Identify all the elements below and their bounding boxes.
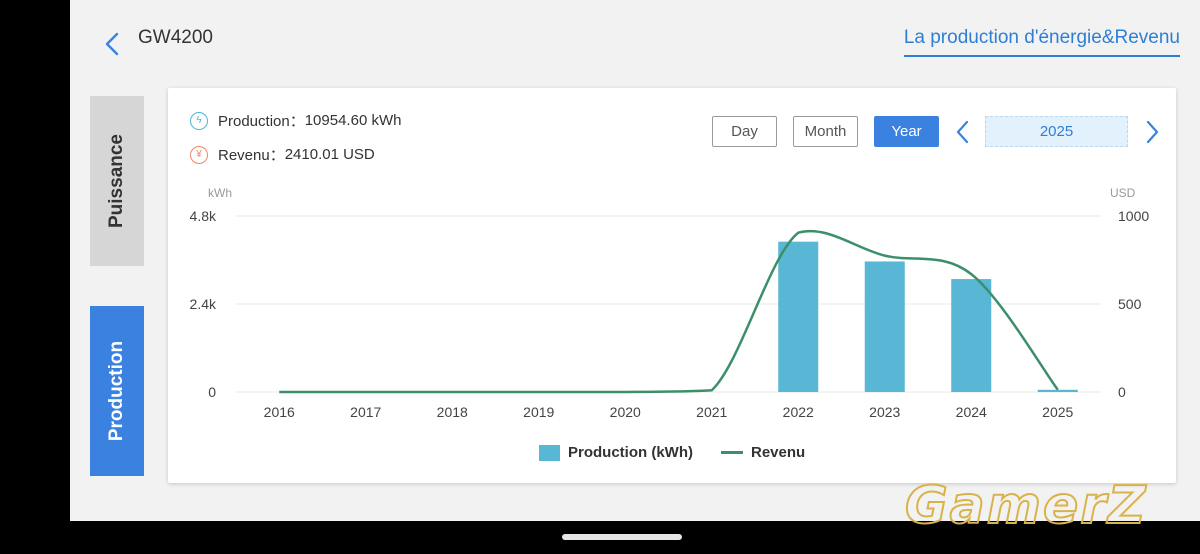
- period-year-button[interactable]: Year: [874, 116, 939, 147]
- revenue-stat-label: Revenu：: [218, 147, 285, 164]
- production-bar: [864, 261, 905, 392]
- x-tick-label: 2021: [696, 404, 727, 420]
- x-tick-label: 2018: [437, 404, 468, 420]
- x-tick-label: 2017: [350, 404, 381, 420]
- year-selector[interactable]: 2025: [985, 116, 1128, 147]
- tab-production[interactable]: Production: [90, 306, 144, 476]
- revenue-stat-value: 2410.01 USD: [284, 146, 375, 163]
- tab-puissance[interactable]: Puissance: [90, 96, 144, 266]
- x-tick-label: 2020: [610, 404, 641, 420]
- y-right-unit: USD: [1110, 186, 1136, 200]
- x-tick-label: 2023: [869, 404, 900, 420]
- y-right-tick-label: 500: [1118, 296, 1142, 312]
- period-month-button[interactable]: Month: [793, 116, 858, 147]
- y-left-unit: kWh: [208, 186, 232, 200]
- x-tick-label: 2016: [264, 404, 295, 420]
- production-chart-card: [168, 88, 1176, 483]
- y-right-tick-label: 0: [1118, 384, 1126, 400]
- lightning-circle-icon: ϟ: [190, 111, 208, 130]
- yen-circle-icon: ¥: [190, 145, 208, 164]
- legend-revenue-label: Revenu: [751, 444, 806, 461]
- y-left-tick-label: 2.4k: [190, 296, 217, 312]
- y-left-tick-label: 0: [208, 384, 216, 400]
- legend-production-label: Production (kWh): [568, 444, 693, 461]
- tab-production-label: Production: [106, 340, 127, 442]
- tab-puissance-label: Puissance: [106, 134, 127, 228]
- back-arrow-icon[interactable]: [98, 28, 128, 58]
- production-bar: [1037, 389, 1078, 392]
- legend-line-swatch: [721, 451, 743, 454]
- watermark-logo: GamerZ: [904, 475, 1148, 537]
- revenue-stat: ¥ Revenu： 2410.01 USD: [190, 144, 375, 165]
- x-tick-label: 2022: [783, 404, 814, 420]
- x-tick-label: 2025: [1042, 404, 1073, 420]
- home-indicator[interactable]: [562, 534, 682, 540]
- revenue-line: [279, 229, 1059, 394]
- production-stat: ϟ Production： 10954.60 kWh: [190, 110, 401, 131]
- device-title: GW4200: [138, 27, 213, 48]
- legend-revenue[interactable]: Revenu: [721, 444, 805, 461]
- production-revenue-chart: 0 0 2.4k 500 4.8k 1000 kWh USD 2016 2017 2018 2019 2…: [190, 186, 1150, 420]
- legend-production[interactable]: Production (kWh): [539, 444, 693, 461]
- previous-year-icon[interactable]: [952, 118, 974, 146]
- production-stat-value: 10954.60 kWh: [304, 112, 402, 129]
- x-tick-label: 2024: [956, 404, 987, 420]
- energy-revenue-link[interactable]: La production d'énergie&Revenu: [903, 27, 1180, 57]
- next-year-icon[interactable]: [1141, 118, 1163, 146]
- period-day-button[interactable]: Day: [712, 116, 777, 147]
- y-left-tick-label: 4.8k: [190, 208, 217, 224]
- y-right-tick-label: 1000: [1118, 208, 1149, 224]
- production-bar: [778, 241, 819, 392]
- x-tick-label: 2019: [523, 404, 554, 420]
- legend-bar-swatch: [539, 444, 560, 461]
- production-stat-label: Production：: [218, 113, 305, 130]
- production-bar: [951, 279, 992, 392]
